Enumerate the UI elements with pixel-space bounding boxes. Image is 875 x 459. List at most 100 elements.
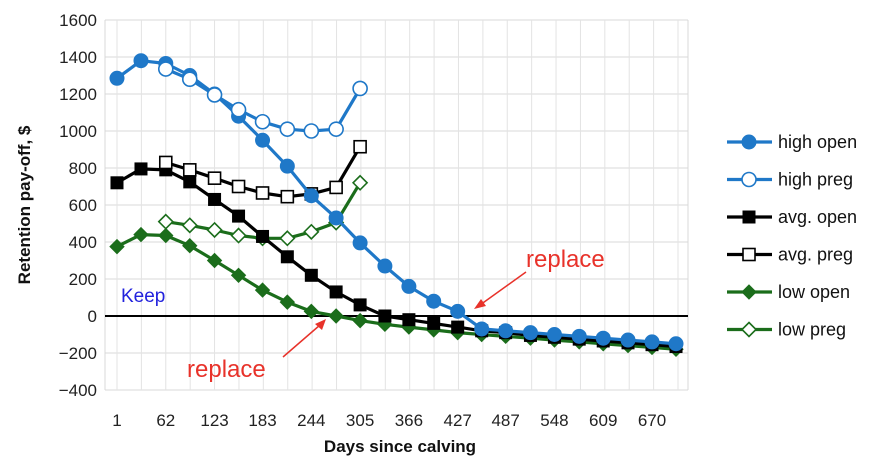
- data-point-low-open: [133, 226, 149, 243]
- data-point-low-open: [303, 303, 320, 320]
- data-point-avg-open: [280, 250, 294, 264]
- data-point-low-open: [182, 237, 198, 254]
- legend-marker: [741, 284, 757, 300]
- x-tick-label: 305: [346, 411, 374, 430]
- data-point-high-open: [595, 330, 611, 346]
- data-point-high-open: [474, 321, 490, 337]
- data-point-avg-preg: [280, 189, 295, 204]
- keep-label: Keep: [121, 286, 165, 307]
- legend-item-avg-preg: avg. preg: [727, 245, 853, 265]
- x-tick-label: 62: [156, 411, 175, 430]
- data-point-avg-preg: [329, 180, 343, 195]
- legend-label: avg. preg: [778, 245, 853, 265]
- data-point-high-preg: [303, 123, 320, 139]
- legend-marker: [742, 210, 756, 224]
- data-point-high-open: [644, 334, 660, 350]
- y-axis-title: Retention pay-off, $: [15, 125, 34, 284]
- data-point-avg-open: [183, 175, 197, 189]
- y-tick-label: 600: [69, 196, 97, 215]
- data-point-avg-preg: [255, 186, 270, 200]
- data-point-high-open: [133, 53, 149, 69]
- legend-item-high-open: high open: [727, 132, 857, 152]
- data-point-low-open: [254, 282, 271, 298]
- data-point-high-preg: [206, 87, 223, 103]
- x-axis-title: Days since calving: [324, 437, 476, 456]
- x-tick-label: 487: [491, 411, 519, 430]
- series-group: [109, 53, 684, 358]
- data-point-high-preg: [352, 80, 368, 97]
- x-tick-label: 1: [112, 411, 121, 430]
- legend-marker: [742, 247, 756, 262]
- data-point-avg-open: [378, 309, 392, 323]
- data-point-avg-open: [304, 268, 318, 282]
- legend-label: low open: [778, 282, 850, 302]
- y-tick-label: 1000: [59, 122, 97, 141]
- replace-arrow-right: [479, 271, 527, 306]
- data-point-low-preg: [351, 174, 369, 191]
- series-high-preg: [157, 61, 368, 139]
- data-point-high-open: [303, 188, 319, 204]
- data-point-avg-open: [451, 320, 465, 334]
- data-point-high-open: [522, 325, 538, 341]
- data-point-high-open: [620, 332, 636, 348]
- x-tick-label: 670: [638, 411, 666, 430]
- legend-item-avg-open: avg. open: [727, 207, 857, 227]
- replace-arrow-left-head: [315, 319, 326, 330]
- data-point-avg-open: [353, 298, 367, 312]
- data-point-low-preg: [303, 223, 320, 240]
- data-point-high-preg: [157, 61, 174, 77]
- data-point-low-preg: [279, 230, 296, 247]
- replace-arrow-right-head: [474, 299, 486, 309]
- data-point-avg-preg: [207, 171, 222, 185]
- data-point-low-open: [206, 252, 223, 269]
- legend-item-low-open: low open: [727, 282, 850, 302]
- legend-label: high preg: [778, 170, 853, 190]
- y-tick-label: 1400: [59, 48, 97, 67]
- legend-label: avg. open: [778, 207, 857, 227]
- data-point-high-open: [571, 328, 587, 344]
- legend-label: low preg: [778, 320, 846, 340]
- data-point-avg-open: [232, 209, 246, 223]
- y-tick-label: 800: [69, 159, 97, 178]
- data-point-high-open: [546, 327, 562, 342]
- data-point-low-open: [158, 227, 174, 244]
- data-point-avg-open: [427, 316, 441, 330]
- data-point-high-open: [401, 278, 417, 294]
- y-tick-label: −400: [59, 381, 97, 400]
- legend-label: high open: [778, 132, 857, 152]
- replace-label-right: replace: [526, 246, 605, 273]
- data-point-high-preg: [328, 121, 344, 137]
- data-point-low-open: [230, 267, 247, 284]
- data-point-high-open: [352, 235, 368, 251]
- data-point-high-open: [668, 336, 684, 352]
- legend-marker: [741, 134, 757, 150]
- x-tick-label: 548: [540, 411, 568, 430]
- data-point-high-open: [109, 70, 125, 86]
- data-point-low-preg: [230, 227, 247, 244]
- data-point-high-preg: [279, 121, 296, 137]
- data-point-high-preg: [254, 113, 271, 130]
- data-point-high-open: [450, 303, 466, 319]
- data-point-high-open: [426, 293, 442, 309]
- y-tick-label: 200: [69, 270, 97, 289]
- x-tick-label: 609: [589, 411, 617, 430]
- y-tick-label: 1200: [59, 85, 97, 104]
- series-line-high-open: [116, 59, 677, 346]
- data-point-high-open: [279, 158, 295, 174]
- data-point-avg-preg: [158, 155, 173, 170]
- data-point-avg-open: [256, 229, 270, 243]
- replace-label-left: replace: [187, 356, 266, 383]
- x-tick-labels: 1 62 123 183 244 305 366 427 487 548 609 670: [112, 411, 666, 430]
- series-high-open: [109, 53, 684, 352]
- data-point-avg-preg: [231, 179, 246, 194]
- x-tick-label: 366: [395, 411, 423, 430]
- x-tick-label: 123: [200, 411, 228, 430]
- legend-marker: [740, 321, 758, 338]
- data-point-avg-open: [208, 192, 222, 206]
- data-point-low-preg: [181, 217, 198, 234]
- data-point-low-open: [109, 238, 125, 255]
- legend: high open high preg avg. open avg. preg low …: [727, 132, 857, 340]
- data-point-low-open: [328, 308, 344, 324]
- legend-marker: [741, 171, 757, 188]
